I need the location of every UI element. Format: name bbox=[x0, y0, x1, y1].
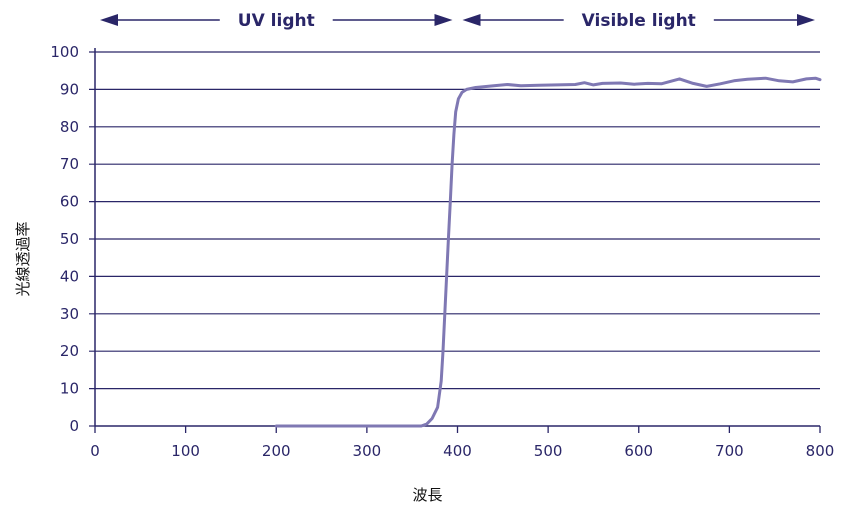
arrow-left-icon bbox=[462, 14, 481, 26]
y-tick-label: 50 bbox=[60, 230, 79, 248]
x-axis-label: 波長 bbox=[412, 486, 442, 504]
grid-lines bbox=[89, 51, 820, 427]
y-tick-label: 90 bbox=[60, 80, 79, 98]
x-tick-label: 500 bbox=[534, 442, 563, 460]
x-tick-label: 300 bbox=[353, 442, 382, 460]
region-label: UV light bbox=[238, 11, 315, 31]
x-tick-label: 600 bbox=[624, 442, 653, 460]
x-tick-label: 200 bbox=[262, 442, 291, 460]
arrow-right-icon bbox=[797, 14, 815, 26]
y-tick-label: 70 bbox=[60, 155, 79, 173]
y-tick-label: 100 bbox=[50, 43, 79, 61]
x-tick-label: 100 bbox=[171, 442, 200, 460]
x-tick-label: 400 bbox=[443, 442, 472, 460]
y-tick-label: 20 bbox=[60, 342, 79, 360]
x-tick-label: 800 bbox=[806, 442, 835, 460]
x-tick-label: 700 bbox=[715, 442, 744, 460]
series-lines bbox=[274, 76, 822, 428]
y-tick-label: 30 bbox=[60, 305, 79, 323]
axes bbox=[94, 48, 821, 433]
arrow-left-icon bbox=[100, 14, 118, 26]
x-tick-label: 0 bbox=[90, 442, 100, 460]
y-tick-label: 60 bbox=[60, 193, 79, 211]
y-tick-label: 0 bbox=[69, 417, 79, 435]
y-tick-label: 40 bbox=[60, 267, 79, 285]
region-label: Visible light bbox=[582, 11, 696, 31]
region-annotations: UV light Visible light bbox=[100, 11, 815, 31]
arrow-right-icon bbox=[434, 14, 453, 26]
series-line-0 bbox=[274, 76, 822, 428]
y-tick-label: 80 bbox=[60, 118, 79, 136]
y-tick-label: 10 bbox=[60, 380, 79, 398]
x-tick-labels: 0 100 200 300 400 500 600 700 800 bbox=[90, 442, 834, 460]
y-axis-label: 光線透過率 bbox=[14, 221, 32, 296]
y-tick-labels: 0 10 20 30 40 50 60 70 80 90 100 bbox=[50, 43, 79, 435]
